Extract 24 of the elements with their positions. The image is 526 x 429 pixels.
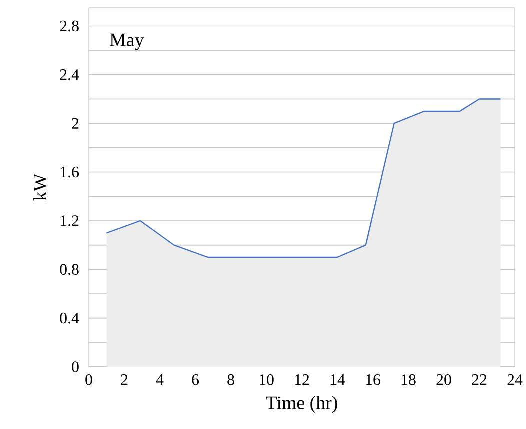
y-tick-label: 2.4 (60, 70, 80, 80)
y-tick-label: 0.8 (60, 264, 79, 276)
x-tick-label: 0 (86, 374, 92, 386)
y-tick-label: 1.6 (60, 166, 80, 178)
x-tick-label: 6 (192, 374, 200, 386)
x-tick-label: 12 (295, 374, 310, 386)
x-tick-label: 22 (472, 374, 487, 386)
x-tick-label: 4 (156, 374, 164, 385)
y-tick-label: 1.2 (60, 216, 79, 226)
x-tick-label: 18 (402, 374, 416, 386)
x-tick-label: 10 (260, 374, 274, 386)
y-tick-label: 2 (72, 118, 79, 129)
y-tick-label: 2.8 (60, 20, 79, 32)
y-axis-title: kW (33, 174, 47, 201)
x-tick-label: 24 (508, 374, 523, 386)
y-tick-label: 0.4 (60, 312, 80, 324)
x-tick-label: 14 (330, 374, 346, 386)
x-tick-label: 20 (436, 374, 452, 386)
x-tick-label: 16 (366, 374, 380, 386)
annotation: May (110, 34, 144, 50)
x-tick-label: 2 (121, 374, 128, 386)
y-tick-label: 0 (72, 362, 79, 372)
x-tick-label: 8 (228, 374, 234, 386)
x-axis-title: Time (hr) (266, 396, 338, 414)
